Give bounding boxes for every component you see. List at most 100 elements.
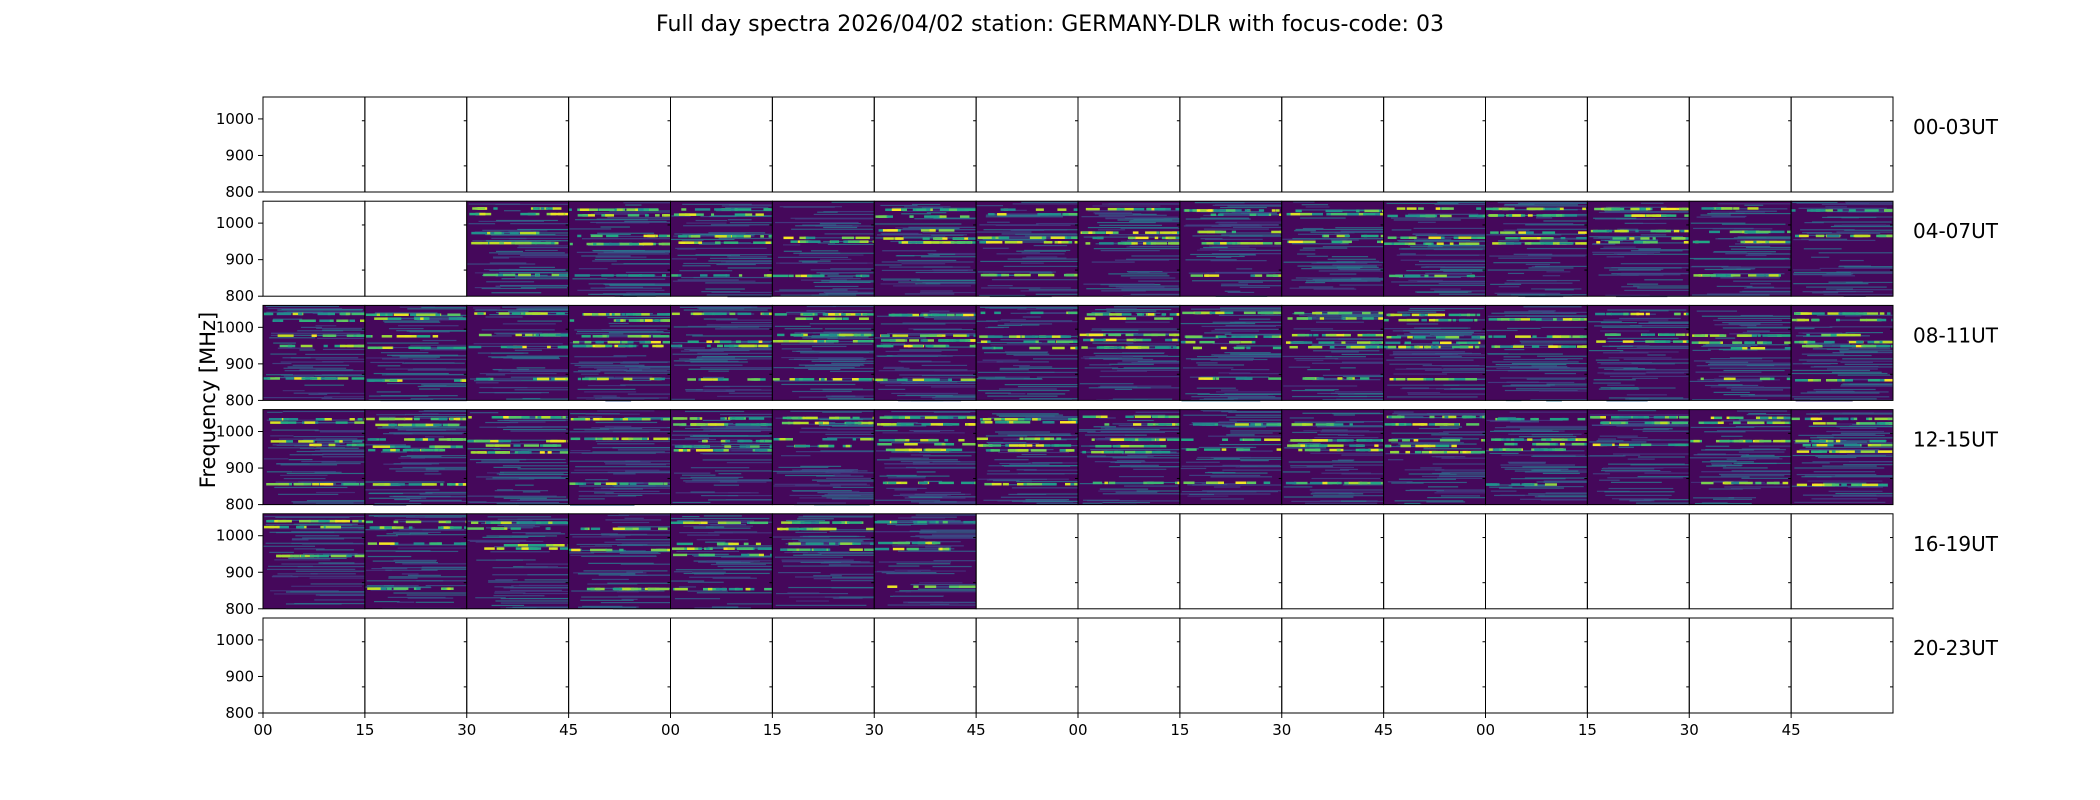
signal-band (435, 313, 441, 316)
noise-line (1310, 493, 1364, 495)
signal-band (1274, 242, 1282, 245)
signal-band (860, 421, 875, 425)
noise-line (492, 387, 569, 389)
noise-line (687, 325, 773, 328)
noise-line (321, 461, 365, 463)
noise-line (827, 428, 875, 430)
noise-line (1226, 434, 1255, 436)
noise-line (1010, 321, 1078, 323)
noise-line (830, 370, 875, 372)
noise-line (1422, 364, 1480, 367)
noise-line (394, 498, 410, 501)
noise-line (1722, 349, 1758, 351)
noise-line (577, 330, 664, 333)
noise-line (933, 217, 977, 219)
noise-line (692, 335, 773, 337)
noise-line (511, 272, 554, 274)
signal-band (706, 449, 724, 452)
noise-line (927, 252, 977, 255)
noise-line (701, 494, 739, 497)
signal-band (1418, 207, 1424, 210)
noise-line (911, 203, 941, 206)
noise-line (1127, 454, 1180, 456)
noise-line (470, 378, 565, 380)
noise-line (997, 324, 1022, 326)
signal-band (1275, 209, 1280, 212)
noise-line (1524, 485, 1584, 488)
noise-line (671, 238, 735, 241)
noise-line (690, 467, 750, 469)
noise-line (1318, 270, 1384, 272)
noise-line (1543, 220, 1588, 222)
noise-line (1523, 306, 1582, 308)
noise-line (318, 419, 364, 421)
noise-line (684, 410, 745, 413)
noise-line (1598, 388, 1640, 390)
noise-line (1306, 255, 1329, 257)
noise-line (1404, 502, 1421, 505)
signal-band (1082, 450, 1087, 454)
noise-line (1097, 221, 1156, 224)
noise-line (319, 431, 365, 433)
noise-line (706, 324, 773, 326)
noise-line (1181, 490, 1279, 493)
noise-line (1205, 238, 1263, 240)
noise-line (817, 242, 836, 244)
noise-line (395, 470, 439, 472)
signal-band (1327, 444, 1344, 447)
signal-band (1428, 423, 1438, 426)
signal-band (648, 340, 661, 344)
signal-band (349, 319, 356, 323)
noise-line (418, 388, 440, 390)
signal-band (1217, 213, 1224, 216)
noise-line (582, 370, 624, 372)
noise-line (1428, 244, 1486, 246)
noise-line (478, 220, 544, 222)
noise-line (1605, 206, 1667, 208)
noise-line (921, 374, 977, 377)
noise-line (826, 497, 875, 499)
noise-line (1427, 497, 1486, 499)
signal-band (1177, 423, 1180, 426)
signal-band (783, 236, 794, 240)
signal-band (1255, 242, 1263, 245)
signal-band (1398, 345, 1406, 349)
noise-line (1722, 321, 1792, 324)
noise-line (263, 396, 333, 399)
signal-band (1150, 242, 1168, 245)
signal-band (1494, 345, 1501, 348)
noise-line (987, 395, 1058, 397)
noise-line (575, 219, 648, 221)
signal-band (1492, 242, 1502, 245)
spectrum-segment (1383, 201, 1486, 297)
noise-line (1091, 328, 1180, 330)
signal-band (1709, 334, 1727, 337)
signal-band (293, 482, 304, 486)
noise-line (798, 254, 864, 256)
noise-line (1812, 348, 1891, 350)
noise-line (1203, 214, 1261, 216)
signal-band (1842, 312, 1859, 315)
noise-line (1306, 465, 1334, 468)
signal-band (1791, 318, 1798, 322)
noise-line (468, 223, 496, 225)
signal-band (569, 242, 573, 246)
noise-line (711, 291, 773, 293)
signal-band (1104, 481, 1108, 485)
noise-line (1434, 290, 1486, 292)
noise-line (1528, 310, 1556, 312)
signal-band (368, 379, 385, 382)
noise-line (874, 264, 902, 266)
noise-line (522, 347, 569, 350)
signal-band (413, 448, 420, 452)
signal-band (1169, 333, 1177, 337)
signal-band (1721, 207, 1733, 210)
signal-band (878, 442, 892, 446)
signal-band (650, 319, 667, 322)
signal-band (680, 241, 688, 244)
signal-band (920, 229, 936, 232)
noise-line (485, 478, 535, 480)
signal-band (795, 274, 801, 278)
signal-band (1516, 417, 1521, 421)
noise-line (595, 440, 671, 442)
